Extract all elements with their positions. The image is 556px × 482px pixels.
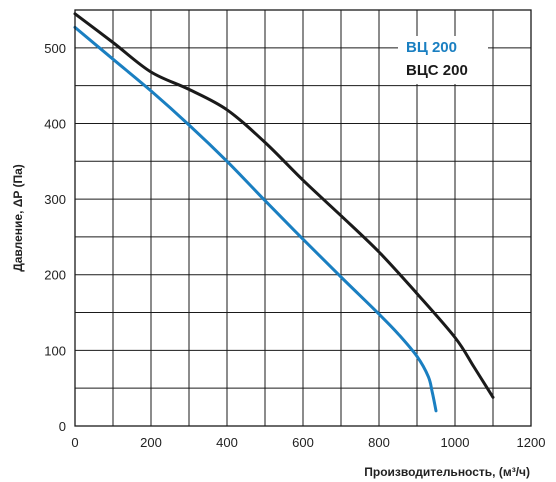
x-tick-label: 400	[216, 435, 238, 450]
series-line-vtss200	[73, 12, 495, 399]
y-tick-labels: 0 100 200 300 400 500	[44, 41, 66, 434]
plot-frame	[74, 9, 532, 427]
x-tick-label: 800	[368, 435, 390, 450]
y-tick-label: 0	[59, 419, 66, 434]
y-tick-label: 500	[44, 41, 66, 56]
y-axis-title: Давление, ΔP (Па)	[11, 164, 25, 272]
x-tick-label: 0	[71, 435, 78, 450]
y-tick-label: 300	[44, 192, 66, 207]
x-tick-labels: 0 200 400 600 800 1000 1200	[71, 435, 545, 450]
x-axis-title: Производительность, (м³/ч)	[364, 465, 530, 479]
y-tick-label: 100	[44, 343, 66, 358]
x-tick-label: 200	[140, 435, 162, 450]
x-tick-label: 600	[292, 435, 314, 450]
series-layer	[73, 12, 495, 413]
y-tick-label: 400	[44, 116, 66, 131]
x-tick-label: 1000	[441, 435, 470, 450]
series-line-vts200	[73, 25, 438, 413]
legend-entry-vtss200: ВЦС 200	[406, 62, 468, 79]
y-tick-label: 200	[44, 268, 66, 283]
legend-entry-vts200: ВЦ 200	[406, 39, 457, 56]
x-tick-label: 1200	[517, 435, 546, 450]
legend-box	[398, 36, 488, 84]
